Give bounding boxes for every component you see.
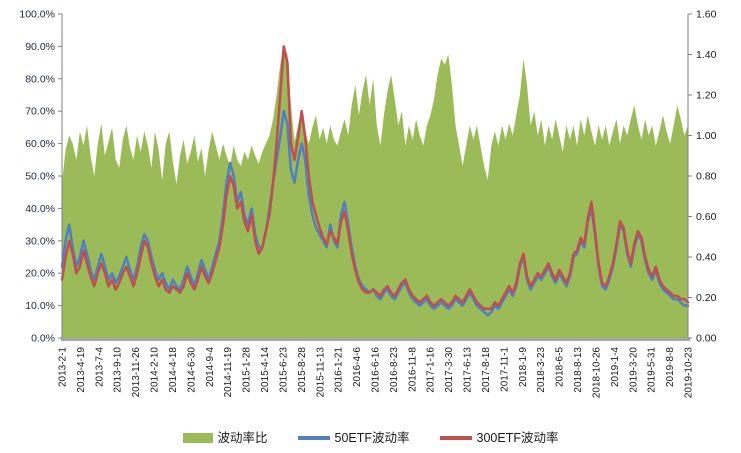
x-axis-label: 2019-8-8 xyxy=(665,347,676,387)
y-left-tick-label: 100.0% xyxy=(19,9,55,21)
legend-item-300etf-volatility: 300ETF波动率 xyxy=(439,430,559,445)
y-right-tick-label: 0.60 xyxy=(696,211,717,223)
x-axis-label: 2019-3-20 xyxy=(628,347,639,393)
legend-label-volatility-ratio: 波动率比 xyxy=(217,430,268,445)
y-right-tick-label: 0.00 xyxy=(696,333,717,345)
legend-label-300etf-volatility: 300ETF波动率 xyxy=(476,430,559,445)
y-left-tick-label: 60.0% xyxy=(25,138,55,150)
legend-label-50etf-volatility: 50ETF波动率 xyxy=(334,430,410,445)
x-axis-label: 2018-3-23 xyxy=(536,347,547,393)
y-right-tick-label: 0.40 xyxy=(696,252,717,264)
x-axis-label: 2016-1-21 xyxy=(334,347,345,393)
x-axis-label: 2018-6-5 xyxy=(555,347,566,387)
legend-area-swatch xyxy=(182,433,213,443)
legend-item-50etf-volatility: 50ETF波动率 xyxy=(297,430,410,445)
y-right-tick-label: 1.00 xyxy=(696,130,717,142)
legend-line-swatch-blue xyxy=(297,436,330,440)
y-right-tick-label: 0.80 xyxy=(696,171,717,183)
x-axis-label: 2014-9-4 xyxy=(205,347,216,387)
x-axis-label: 2014-2-10 xyxy=(150,347,161,393)
x-axis-label: 2019-1-4 xyxy=(610,347,621,387)
x-axis-label: 2018-1-9 xyxy=(518,347,529,387)
x-axis-line xyxy=(61,338,690,341)
y-right-tick-label: 0.20 xyxy=(696,292,717,304)
x-axis-label: 2013-7-4 xyxy=(94,347,105,387)
y-left-tick-label: 30.0% xyxy=(25,235,55,247)
x-axis-label: 2016-11-8 xyxy=(407,347,418,392)
y-left-tick-label: 90.0% xyxy=(25,41,55,53)
chart-legend: 波动率比 50ETF波动率 300ETF波动率 xyxy=(0,426,741,450)
x-axis-label: 2017-8-18 xyxy=(481,347,492,393)
y-right-tick-label: 1.20 xyxy=(696,90,717,102)
x-axis-label: 2015-11-13 xyxy=(315,347,326,398)
x-axis-label: 2014-11-19 xyxy=(223,347,234,398)
x-axis-label: 2017-11-1 xyxy=(499,347,510,392)
x-axis-label: 2014-6-30 xyxy=(186,347,197,393)
x-axis-label: 2013-11-26 xyxy=(131,347,142,398)
y-right-tick-label: 1.40 xyxy=(696,49,717,61)
x-axis-label: 2017-1-16 xyxy=(426,347,437,393)
x-axis-label: 2015-1-28 xyxy=(242,347,253,393)
y-left-tick-label: 20.0% xyxy=(25,268,55,280)
x-axis-label: 2019-10-23 xyxy=(684,347,695,399)
x-axis-label: 2016-8-23 xyxy=(389,347,400,393)
y-left-tick-label: 0.0% xyxy=(31,333,55,345)
x-axis-label: 2013-2-1 xyxy=(58,347,69,387)
x-axis-label: 2019-5-31 xyxy=(647,347,658,393)
x-axis-label: 2013-9-10 xyxy=(113,347,124,393)
x-axis-label: 2017-3-30 xyxy=(444,347,455,393)
x-axis-label: 2018-10-26 xyxy=(591,347,602,399)
x-axis-label: 2018-8-13 xyxy=(573,347,584,393)
legend-line-swatch-red xyxy=(439,436,472,440)
x-axis-label: 2016-4-6 xyxy=(352,347,363,387)
y-left-tick-label: 50.0% xyxy=(25,171,55,183)
series-area-volatility-ratio xyxy=(62,46,688,339)
x-axis-label: 2013-4-19 xyxy=(76,347,87,393)
y-left-tick-label: 10.0% xyxy=(25,300,55,312)
plot-area: 100.0% 90.0% 80.0% 70.0% 60.0% 50.0% 40.0% 30.0… xyxy=(19,9,717,399)
x-axis-label: 2014-4-18 xyxy=(168,347,179,393)
y-right-tick-label: 1.60 xyxy=(696,9,717,21)
x-axis-label: 2015-8-28 xyxy=(297,347,308,393)
legend-item-volatility-ratio: 波动率比 xyxy=(182,430,268,445)
x-axis-label: 2017-6-13 xyxy=(463,347,474,393)
x-axis-label: 2015-4-14 xyxy=(260,347,271,393)
y-left-tick-label: 70.0% xyxy=(25,106,55,118)
series-line-300etf xyxy=(60,45,690,311)
y-left-tick-label: 80.0% xyxy=(25,73,55,85)
x-axis-label: 2016-6-16 xyxy=(371,347,382,393)
y-left-tick-label: 40.0% xyxy=(25,203,55,215)
x-axis-label: 2015-6-23 xyxy=(278,347,289,393)
